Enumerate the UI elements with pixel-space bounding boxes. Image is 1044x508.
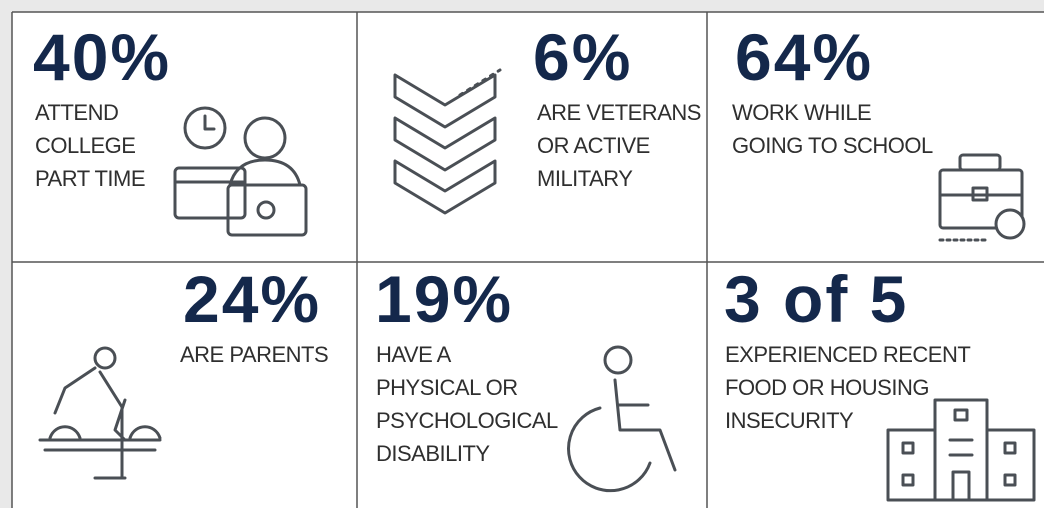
description: GOING TO SCHOOL	[732, 133, 933, 158]
briefcase-icon	[938, 153, 1026, 242]
stat: 64%	[735, 20, 873, 94]
description: EXPERIENCED RECENT	[725, 342, 970, 367]
description: HAVE A	[376, 342, 452, 367]
chevrons-icon	[393, 68, 502, 215]
description: ARE VETERANS	[537, 100, 701, 125]
stat: 19%	[375, 262, 513, 336]
wheelchair-icon	[567, 345, 677, 493]
description: DISABILITY	[376, 441, 490, 466]
building-icon	[886, 398, 1036, 502]
panel	[12, 12, 1044, 508]
description: ATTEND	[35, 100, 118, 125]
grid	[11, 11, 1044, 508]
description: COLLEGE	[35, 133, 135, 158]
stat: 6%	[533, 20, 632, 94]
part-time-icon	[173, 106, 308, 237]
description: WORK WHILE	[732, 100, 871, 125]
stat: 3 of 5	[724, 262, 908, 336]
description: OR ACTIVE	[537, 133, 650, 158]
description: FOOD OR HOUSING	[725, 375, 929, 400]
description: MILITARY	[537, 166, 633, 191]
description: PART TIME	[35, 166, 145, 191]
parent-icon	[38, 346, 162, 480]
description: INSECURITY	[725, 408, 854, 433]
description: PSYCHOLOGICAL	[376, 408, 558, 433]
stat: 24%	[183, 262, 321, 336]
stat: 40%	[33, 20, 171, 94]
description: PHYSICAL OR	[376, 375, 518, 400]
description: ARE PARENTS	[180, 342, 328, 367]
